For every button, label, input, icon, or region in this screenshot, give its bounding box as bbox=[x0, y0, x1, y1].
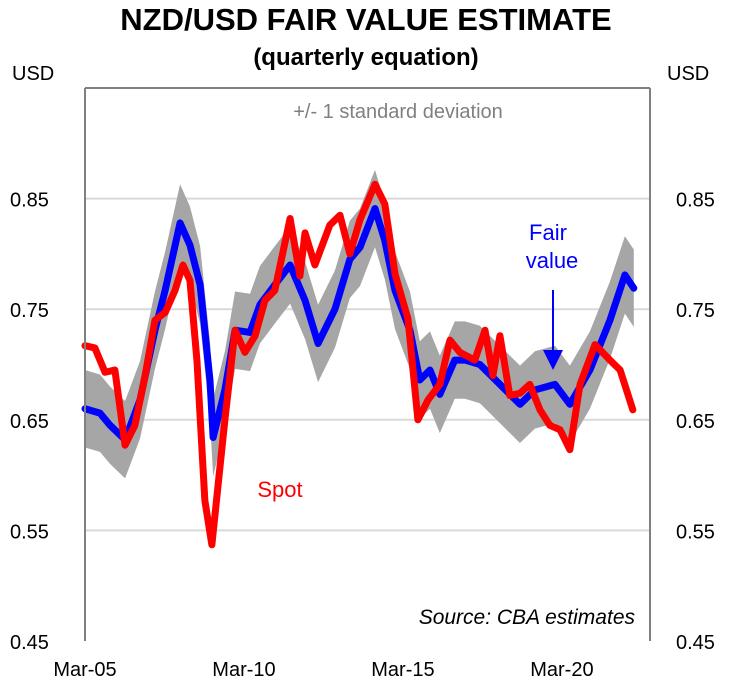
fair-value-label-line2: value bbox=[526, 248, 579, 273]
y-axis-label-right: USD bbox=[667, 63, 709, 85]
y-tick-label-right: 0.75 bbox=[676, 300, 715, 322]
y-tick-label-right: 0.45 bbox=[676, 632, 715, 654]
x-tick-label: Mar-20 bbox=[530, 659, 593, 681]
y-axis-label-left: USD bbox=[12, 63, 54, 85]
y-tick-label-right: 0.55 bbox=[676, 521, 715, 543]
y-tick-label-left: 0.45 bbox=[10, 632, 49, 654]
x-tick-label: Mar-10 bbox=[212, 659, 275, 681]
y-tick-label-right: 0.85 bbox=[676, 190, 715, 212]
y-tick-label-left: 0.55 bbox=[10, 521, 49, 543]
spot-line bbox=[81, 180, 637, 549]
fair-value-label-line1: Fair bbox=[529, 220, 567, 245]
x-tick-label: Mar-05 bbox=[53, 659, 116, 681]
chart-subtitle: (quarterly equation) bbox=[253, 44, 479, 71]
y-tick-label-left: 0.75 bbox=[10, 300, 49, 322]
chart-title: NZD/USD FAIR VALUE ESTIMATE bbox=[120, 2, 612, 37]
y-tick-label-left: 0.65 bbox=[10, 411, 49, 433]
tick-labels: 0.45 0.45 0.55 0.55 0.65 0.65 0.75 0.75 0.85 0.85… bbox=[10, 190, 715, 681]
fair-value-arrow-head-icon bbox=[543, 350, 563, 370]
source-note: Source: CBA estimates bbox=[419, 606, 636, 629]
y-tick-label-right: 0.65 bbox=[676, 411, 715, 433]
x-tick-label: Mar-15 bbox=[371, 659, 434, 681]
band-label: +/- 1 standard deviation bbox=[293, 101, 503, 123]
spot-label: Spot bbox=[257, 477, 302, 502]
y-tick-label-left: 0.85 bbox=[10, 190, 49, 212]
fair-value-line bbox=[81, 205, 638, 444]
